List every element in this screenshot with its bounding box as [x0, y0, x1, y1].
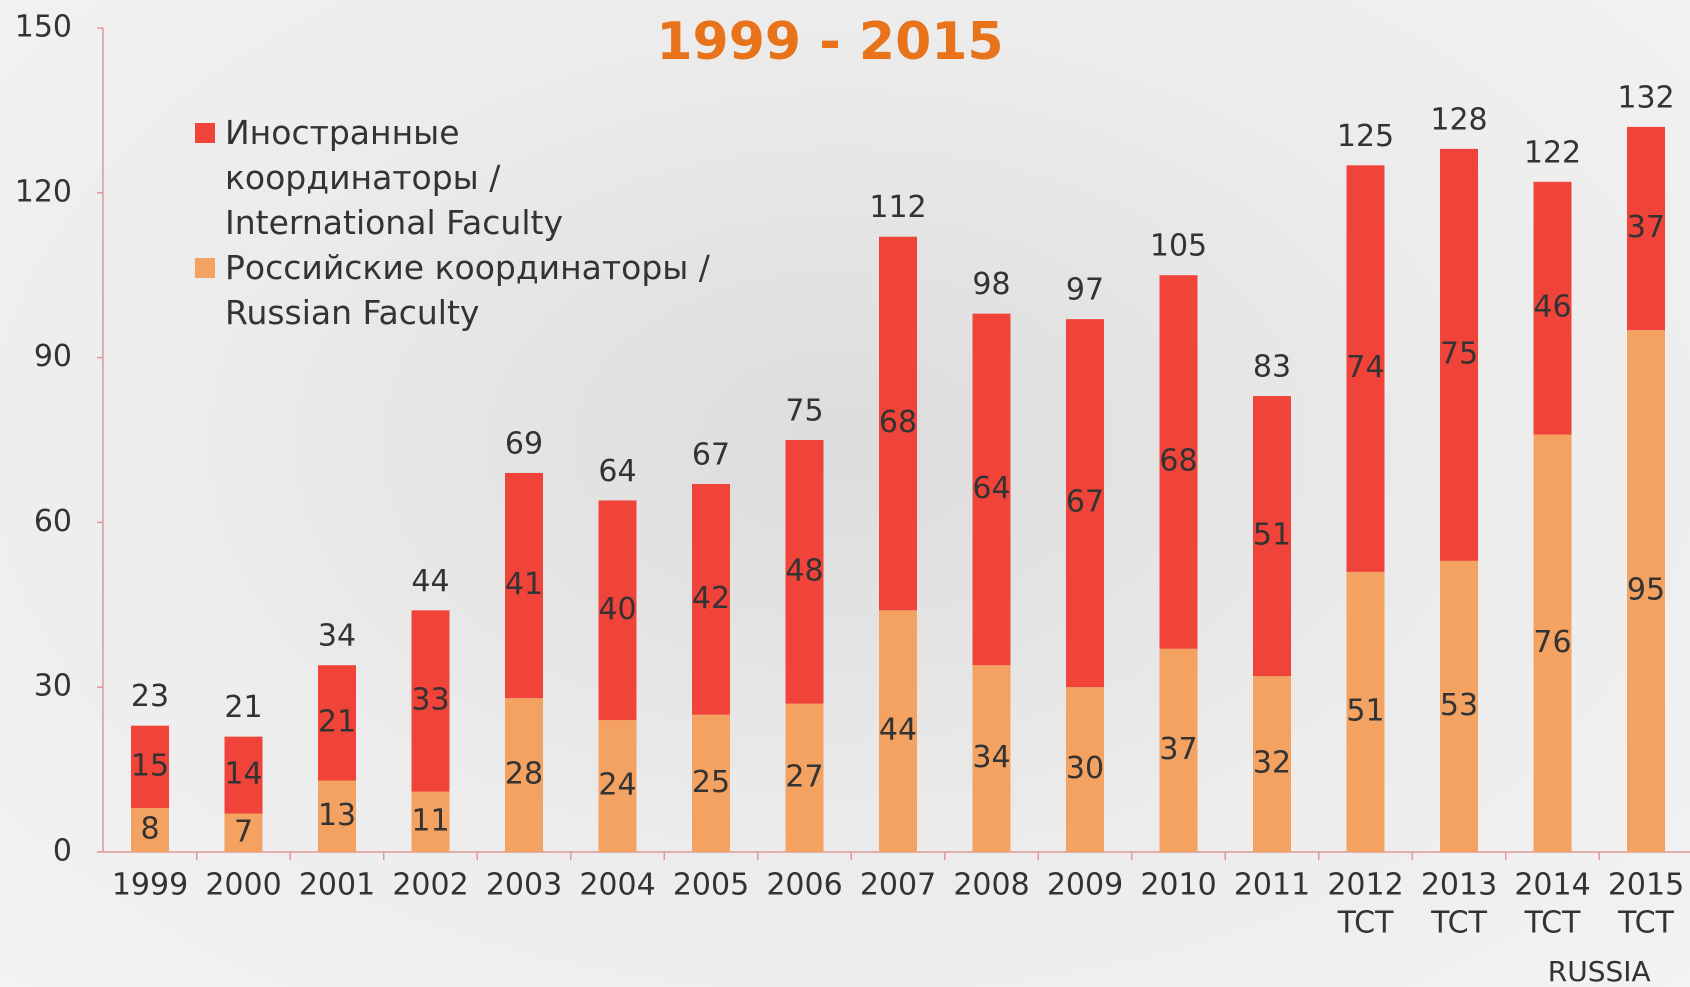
segment-label: 11: [411, 803, 449, 838]
total-label: 34: [318, 619, 356, 654]
y-tick-label: 60: [34, 504, 72, 539]
legend-item: Российские координаторы / Russian Facult…: [195, 245, 745, 335]
legend-label: Иностранные координаторы / International…: [225, 110, 625, 245]
segment-label: 42: [692, 581, 730, 616]
total-label: 125: [1337, 119, 1394, 154]
segment-label: 75: [1440, 336, 1478, 371]
x-tick-label: 2015: [1608, 868, 1684, 903]
x-tick-label: 2001: [299, 868, 375, 903]
segment-label: 13: [318, 798, 356, 833]
x-tick-label: 2010: [1140, 868, 1216, 903]
segment-label: 25: [692, 765, 730, 800]
segment-label: 46: [1533, 290, 1571, 325]
x-tick-label: 2000: [205, 868, 281, 903]
total-label: 69: [505, 426, 543, 461]
x-tick-label: 2014: [1514, 868, 1590, 903]
segment-label: 48: [785, 553, 823, 588]
segment-label: 32: [1253, 746, 1291, 781]
segment-label: 34: [972, 740, 1010, 775]
x-tick-sublabel: TCT: [1430, 906, 1488, 941]
y-tick-label: 90: [34, 339, 72, 374]
x-tick-label: 2009: [1047, 868, 1123, 903]
total-label: 122: [1524, 135, 1581, 170]
segment-label: 51: [1346, 693, 1384, 728]
segment-label: 21: [318, 704, 356, 739]
total-label: 98: [972, 267, 1010, 302]
segment-label: 76: [1533, 625, 1571, 660]
segment-label: 27: [785, 759, 823, 794]
total-label: 23: [131, 679, 169, 714]
segment-label: 95: [1627, 573, 1665, 608]
segment-label: 68: [1159, 443, 1197, 478]
legend-swatch: [195, 258, 215, 278]
page: 1999 - 2015 0 30 60 90 120 150 1999 8 15 23 2000 7 1…: [0, 0, 1690, 987]
group-label: RUSSIA: [1548, 955, 1651, 987]
x-tick-label: 2002: [392, 868, 468, 903]
segment-label: 68: [879, 405, 917, 440]
segment-label: 33: [411, 682, 449, 717]
segment-label: 41: [505, 567, 543, 602]
legend-item: Иностранные координаторы / International…: [195, 110, 745, 245]
segment-label: 15: [131, 748, 169, 783]
total-label: 105: [1150, 229, 1207, 264]
total-label: 44: [411, 564, 449, 599]
total-label: 132: [1617, 80, 1674, 115]
segment-label: 37: [1627, 210, 1665, 245]
segment-label: 24: [598, 768, 636, 803]
segment-label: 14: [224, 757, 262, 792]
x-tick-label: 2004: [579, 868, 655, 903]
total-label: 21: [224, 690, 262, 725]
segment-label: 64: [972, 471, 1010, 506]
segment-label: 37: [1159, 732, 1197, 767]
segment-label: 51: [1253, 518, 1291, 553]
total-label: 75: [785, 394, 823, 429]
total-label: 67: [692, 437, 730, 472]
segment-label: 53: [1440, 688, 1478, 723]
segment-label: 44: [879, 713, 917, 748]
x-tick-sublabel: TCT: [1337, 906, 1395, 941]
x-tick-label: 2007: [860, 868, 936, 903]
y-tick-label: 30: [34, 669, 72, 704]
total-label: 97: [1066, 273, 1104, 308]
segment-label: 7: [234, 814, 253, 849]
x-tick-sublabel: TCT: [1524, 906, 1582, 941]
x-tick-label: 2006: [766, 868, 842, 903]
x-tick-label: 2008: [953, 868, 1029, 903]
chart-title: 1999 - 2015: [656, 12, 1003, 72]
x-tick-label: 2003: [486, 868, 562, 903]
segment-label: 30: [1066, 751, 1104, 786]
segment-label: 40: [598, 592, 636, 627]
x-tick-label: 2012: [1327, 868, 1403, 903]
segment-label: 28: [505, 757, 543, 792]
total-label: 112: [869, 190, 926, 225]
legend-label: Российские координаторы / Russian Facult…: [225, 245, 745, 335]
segment-label: 67: [1066, 485, 1104, 520]
x-tick-label: 2011: [1234, 868, 1310, 903]
y-tick-label: 120: [15, 174, 72, 209]
x-tick-label: 2005: [673, 868, 749, 903]
y-tick-label: 0: [53, 834, 72, 869]
x-tick-sublabel: TCT: [1617, 906, 1675, 941]
segment-label: 8: [140, 812, 159, 847]
total-label: 128: [1430, 102, 1487, 137]
y-tick-label: 150: [15, 10, 72, 45]
legend: Иностранные координаторы / International…: [195, 110, 745, 335]
total-label: 64: [598, 454, 636, 489]
total-label: 83: [1253, 350, 1291, 385]
legend-swatch: [195, 123, 215, 143]
x-tick-label: 2013: [1421, 868, 1497, 903]
x-tick-label: 1999: [112, 868, 188, 903]
segment-label: 74: [1346, 350, 1384, 385]
